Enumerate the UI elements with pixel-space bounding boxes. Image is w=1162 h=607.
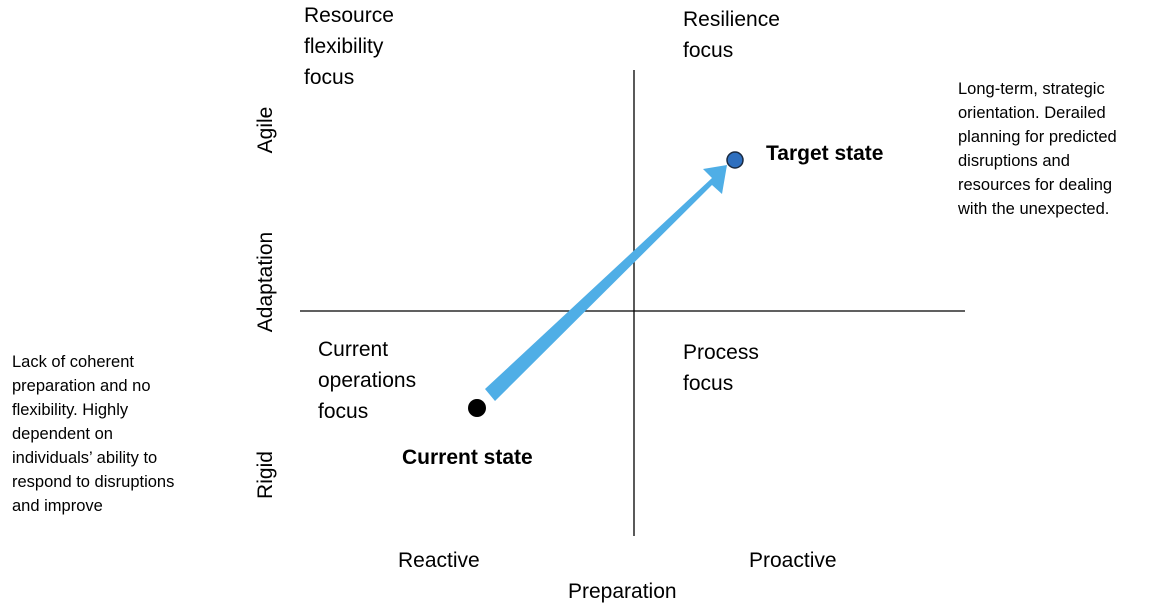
target-state-label: Target state — [766, 142, 884, 165]
target-state-dot — [726, 151, 744, 169]
transition-arrow — [485, 165, 727, 401]
quadrant-label-bottom-left: Current operations focus — [318, 338, 417, 423]
y-axis-top-label: Agile — [254, 106, 277, 154]
y-axis-label: Adaptation — [254, 231, 277, 333]
y-axis-bottom-label: Rigid — [254, 451, 277, 499]
target-description-note: Long-term, strategic orientation. Derail… — [958, 80, 1117, 218]
current-description-note: Lack of coherent preparation and no flex… — [12, 353, 175, 515]
x-axis-left-label: Reactive — [398, 549, 480, 572]
x-axis-label: Preparation — [568, 580, 677, 603]
quadrant-label-bottom-right: Process focus — [683, 341, 759, 395]
current-state-label: Current state — [402, 446, 533, 469]
current-state-dot — [468, 399, 486, 417]
quadrant-label-top-left: Resource flexibility focus — [304, 4, 394, 89]
quadrant-label-top-right: Resilience focus — [683, 8, 780, 62]
x-axis-right-label: Proactive — [749, 549, 837, 572]
